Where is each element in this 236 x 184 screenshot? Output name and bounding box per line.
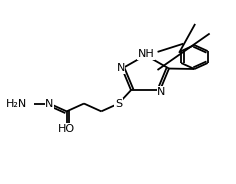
Text: N: N bbox=[45, 99, 54, 109]
Text: NH: NH bbox=[138, 49, 154, 59]
Text: S: S bbox=[115, 99, 122, 109]
Text: N: N bbox=[157, 87, 166, 97]
Text: H₂N: H₂N bbox=[6, 99, 27, 109]
Text: N: N bbox=[116, 63, 125, 73]
Text: HO: HO bbox=[58, 124, 75, 134]
